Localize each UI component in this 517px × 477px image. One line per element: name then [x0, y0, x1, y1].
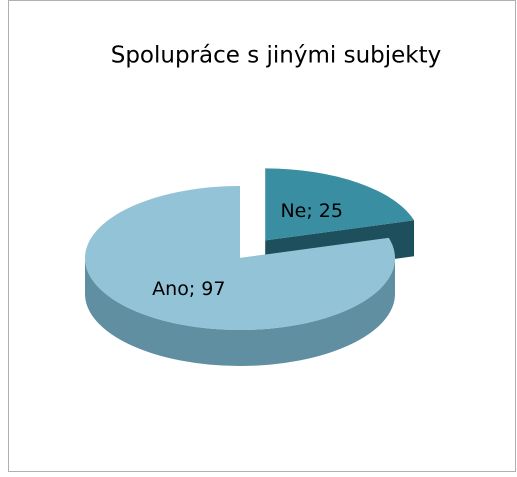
data-label: Ano; 97 — [152, 278, 225, 300]
pie-slice — [265, 168, 415, 241]
chart-title: Spolupráce s jinými subjekty — [111, 43, 442, 69]
data-label: Ne; 25 — [280, 200, 343, 222]
chart-frame — [8, 0, 516, 472]
pie-slice — [84, 186, 395, 330]
pie-slice-side — [85, 258, 395, 366]
